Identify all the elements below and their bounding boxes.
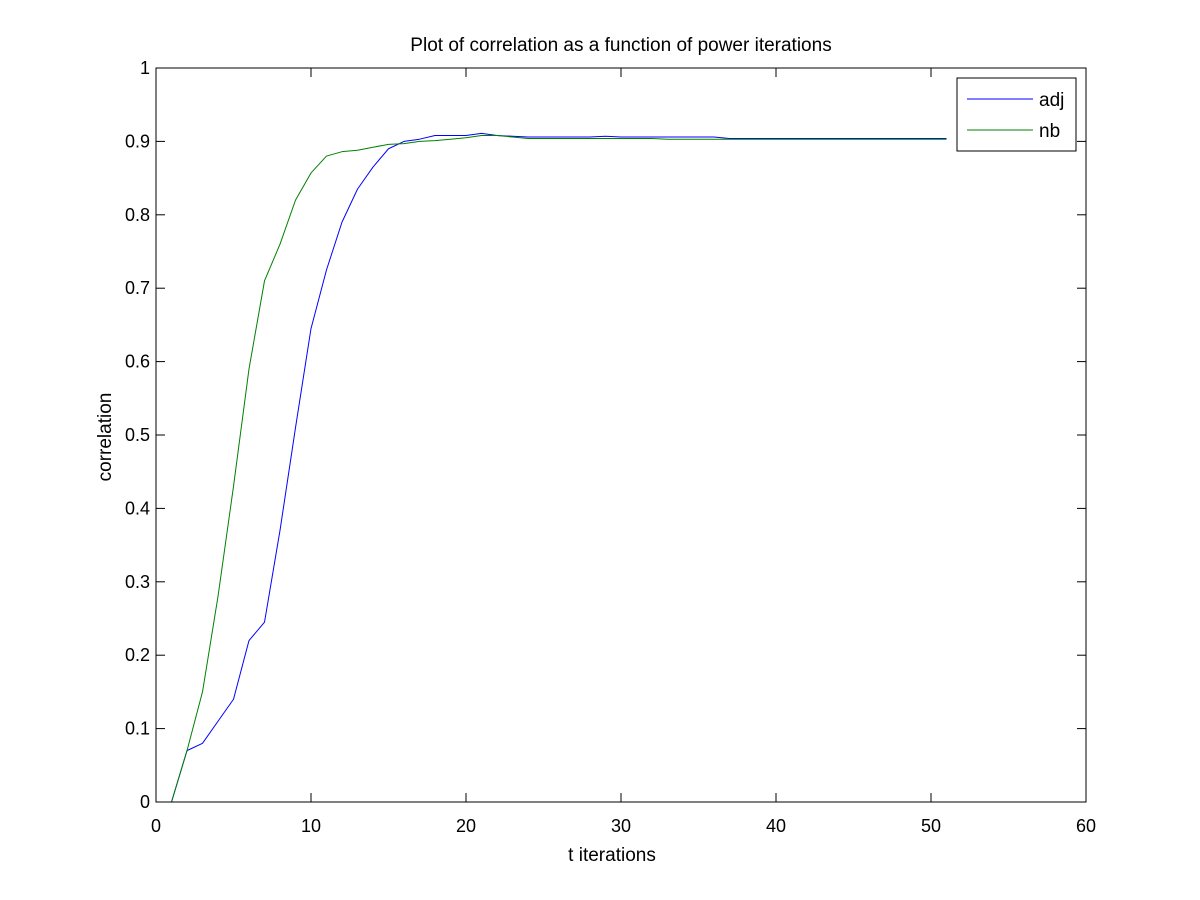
x-tick-label: 30 — [611, 816, 631, 836]
series-layer — [171, 132, 947, 803]
y-tick-label: 0.9 — [125, 131, 150, 151]
y-tick-labels: 0 0.1 0.2 0.3 0.4 0.5 0.6 0.7 0.8 0.9 1 — [125, 58, 150, 812]
y-tick-label: 0.6 — [125, 352, 150, 372]
y-tick-label: 0.8 — [125, 205, 150, 225]
legend-label-nb: nb — [1039, 121, 1060, 142]
y-tick-label: 0.3 — [125, 572, 150, 592]
y-tick-label: 0.5 — [125, 425, 150, 445]
x-tick-label: 20 — [456, 816, 476, 836]
chart-title: Plot of correlation as a function of pow… — [410, 35, 831, 56]
y-tick-label: 0 — [140, 792, 150, 812]
x-axis-label: t iterations — [568, 845, 656, 866]
x-tick-label: 50 — [921, 816, 941, 836]
y-tick-label: 0.1 — [125, 719, 150, 739]
legend-label-adj: adj — [1039, 90, 1064, 111]
x-tick-label: 40 — [766, 816, 786, 836]
y-tick-label: 1 — [140, 58, 150, 78]
x-tick-labels: 0 10 20 30 40 50 60 — [151, 816, 1096, 836]
x-tick-label: 0 — [151, 816, 161, 836]
plot-area — [156, 68, 1086, 802]
y-axis-label: correlation — [95, 393, 116, 482]
series-line-adj — [171, 132, 947, 803]
series-line-nb — [171, 135, 947, 803]
y-tick-label: 0.7 — [125, 278, 150, 298]
legend: adj nb — [956, 77, 1077, 152]
legend-box — [956, 77, 1077, 152]
x-tick-label: 60 — [1076, 816, 1096, 836]
y-tick-label: 0.4 — [125, 498, 150, 518]
y-tick-label: 0.2 — [125, 645, 150, 665]
plot-frame — [155, 67, 1087, 803]
x-tick-label: 10 — [301, 816, 321, 836]
